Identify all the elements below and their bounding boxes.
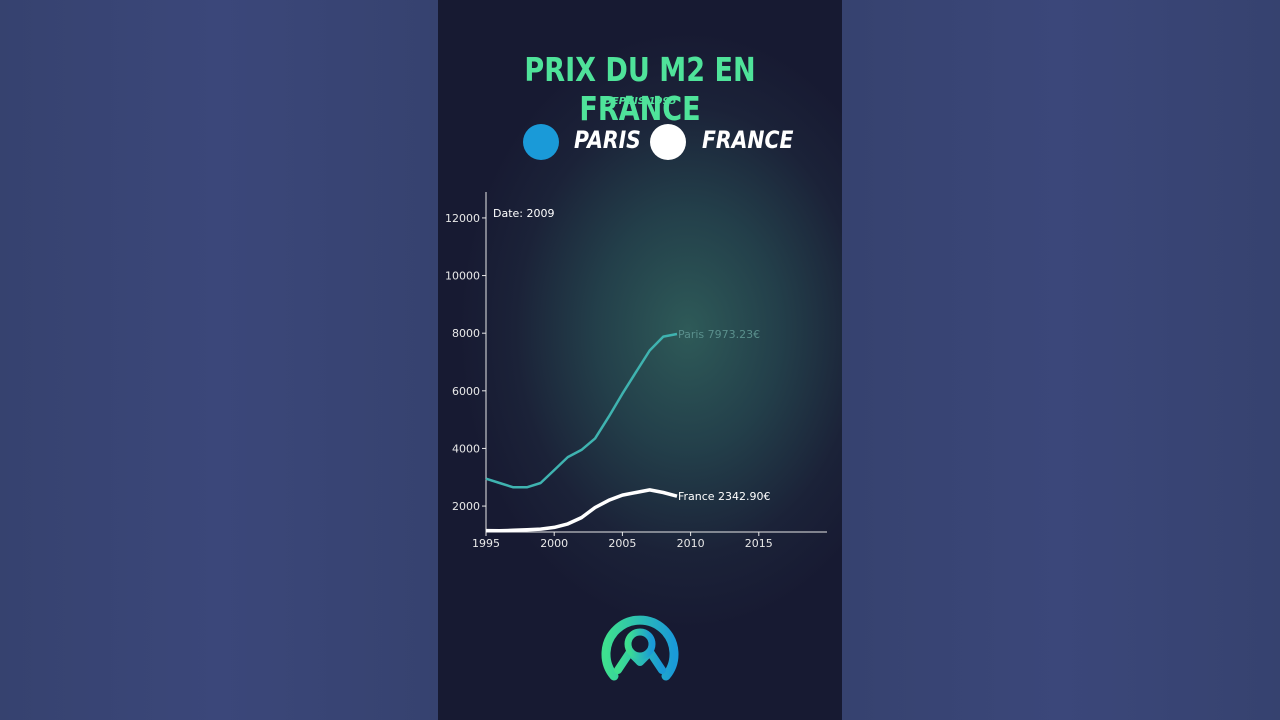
chart-subtitle: DEPUIS 1995: [603, 96, 677, 107]
legend-label-paris: PARIS: [574, 126, 641, 154]
series-end-label-france: France 2342.90€: [678, 490, 771, 503]
series-line-paris: [485, 332, 678, 489]
legend-dot-paris: [523, 124, 559, 160]
y-tick-label: 10000: [445, 270, 480, 283]
series-end-label-paris: Paris 7973.23€: [678, 328, 760, 341]
y-tick-label: 6000: [452, 385, 480, 398]
video-panel: PRIX DU M2 EN FRANCE DEPUIS 1995 PARIS F…: [438, 0, 842, 720]
line-chart: 2000 4000 6000 8000 10000 12000 1995 2000 2005 20…: [445, 192, 827, 550]
x-tick-label: 1995: [472, 537, 500, 550]
legend-label-france: FRANCE: [702, 126, 794, 154]
x-tick-label: 2005: [608, 537, 636, 550]
chart-title: PRIX DU M2 EN FRANCE: [524, 50, 756, 128]
series-line-france: [485, 488, 678, 533]
x-tick-label: 2015: [745, 537, 773, 550]
date-annotation: Date: 2009: [493, 207, 555, 220]
left-backdrop: [0, 0, 438, 720]
x-tick-label: 2000: [540, 537, 568, 550]
legend-dot-france: [650, 124, 686, 160]
x-tick-label: 2010: [677, 537, 705, 550]
y-tick-label: 8000: [452, 327, 480, 340]
brand-logo: [601, 615, 679, 681]
y-tick-label: 2000: [452, 500, 480, 513]
right-backdrop: [842, 0, 1280, 720]
y-tick-label: 4000: [452, 442, 480, 455]
y-tick-label: 12000: [445, 212, 480, 225]
